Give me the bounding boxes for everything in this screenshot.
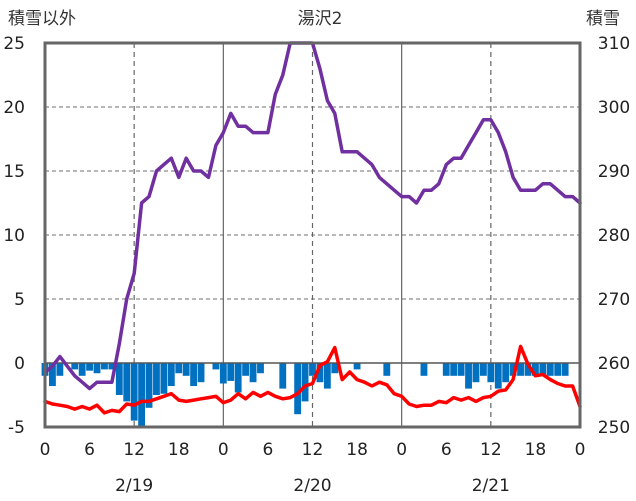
precip-bar (212, 363, 220, 370)
y-left-axis-label: 積雪以外 (8, 9, 76, 29)
precip-bar (457, 363, 465, 376)
precip-bar (130, 363, 138, 421)
precip-bar (479, 363, 487, 376)
precip-bar (56, 363, 64, 376)
y-right-tick: 290 (598, 162, 630, 182)
precip-bar (86, 363, 93, 371)
precip-bar (219, 363, 227, 384)
date-labels: 2/19 2/20 2/21 (115, 476, 510, 496)
temperature-line (43, 344, 582, 415)
precip-bar (190, 363, 198, 387)
x-tick: 12 (302, 440, 324, 460)
y-left-tick: 5 (14, 290, 25, 310)
precip-bar (279, 363, 287, 389)
y-right-tick: 270 (598, 290, 630, 310)
x-tick: 6 (84, 440, 95, 460)
precip-bar (182, 363, 190, 376)
precip-bar (509, 363, 517, 376)
precip-bar (197, 363, 205, 383)
x-tick: 0 (575, 440, 586, 460)
precip-bar (93, 363, 101, 374)
precip-bar (145, 363, 153, 408)
y-right-tick: 250 (598, 418, 630, 438)
precip-bar (101, 363, 108, 370)
y-right-axis-label: 積雪 (586, 9, 620, 29)
precip-bar (123, 363, 131, 402)
y-left-tick: 0 (14, 354, 25, 374)
y-right-tick-labels: 310 300 290 280 270 260 250 (598, 34, 630, 438)
precip-bar (115, 363, 123, 395)
precip-bar (301, 363, 309, 402)
y-left-tick: -5 (8, 418, 25, 438)
y-left-tick: 15 (3, 162, 25, 182)
precip-bar (517, 363, 524, 376)
y-right-tick: 260 (598, 354, 630, 374)
x-tick: 0 (40, 440, 51, 460)
precip-bar (153, 363, 160, 395)
precip-bar (234, 363, 242, 393)
precip-bar (502, 363, 510, 383)
precip-bar (561, 363, 569, 376)
precip-bar (494, 363, 502, 389)
precip-bar (249, 363, 257, 383)
x-tick: 12 (123, 440, 145, 460)
x-tick: 18 (168, 440, 190, 460)
x-tick: 6 (441, 440, 452, 460)
precip-bar (257, 363, 264, 374)
x-tick: 0 (218, 440, 229, 460)
y-left-tick: 25 (3, 34, 25, 54)
x-tick-labels: 0 6 12 18 0 6 12 18 0 6 12 18 0 (40, 440, 586, 460)
x-tick: 6 (263, 440, 274, 460)
precip-bar (524, 363, 532, 376)
precip-bar (472, 363, 480, 383)
y-right-tick: 280 (598, 226, 630, 246)
x-tick: 18 (525, 440, 547, 460)
date-label: 2/19 (115, 476, 153, 496)
date-label: 2/21 (472, 476, 510, 496)
precipitation-bars (41, 363, 569, 427)
precip-bar (465, 363, 472, 389)
precip-bar (108, 363, 116, 370)
y-left-tick: 10 (3, 226, 25, 246)
precip-bar (294, 363, 302, 415)
precip-bar (175, 363, 183, 374)
precip-bar (227, 363, 235, 381)
precip-bar (331, 363, 339, 374)
precip-bar (138, 363, 146, 427)
precip-bar (383, 363, 391, 376)
y-right-tick: 310 (598, 34, 630, 54)
precip-bar (309, 363, 316, 376)
precip-bar (532, 363, 539, 376)
y-right-tick: 300 (598, 98, 630, 118)
x-tick: 18 (346, 440, 368, 460)
precip-bar (539, 363, 547, 376)
date-label: 2/20 (293, 476, 331, 496)
precip-bar (242, 363, 250, 376)
precip-bar (71, 363, 79, 370)
precip-bar (78, 363, 86, 376)
x-tick: 12 (480, 440, 502, 460)
y-left-tick: 20 (3, 98, 25, 118)
precip-bar (49, 363, 56, 387)
precip-bar (353, 363, 361, 370)
plot-frame (43, 41, 582, 429)
y-left-tick-labels: 25 20 15 10 5 0 -5 (3, 34, 25, 438)
precip-bar (167, 363, 175, 387)
precip-bar (316, 363, 324, 383)
x-tick: 0 (396, 440, 407, 460)
precip-bar (442, 363, 450, 376)
precip-bar (546, 363, 554, 376)
precip-bar (323, 363, 331, 389)
chart-title: 湯沢2 (298, 9, 343, 29)
precip-bar (554, 363, 562, 376)
precip-bar (450, 363, 458, 376)
precip-bar (487, 363, 495, 383)
precip-bar (420, 363, 428, 376)
precip-bar (160, 363, 168, 394)
